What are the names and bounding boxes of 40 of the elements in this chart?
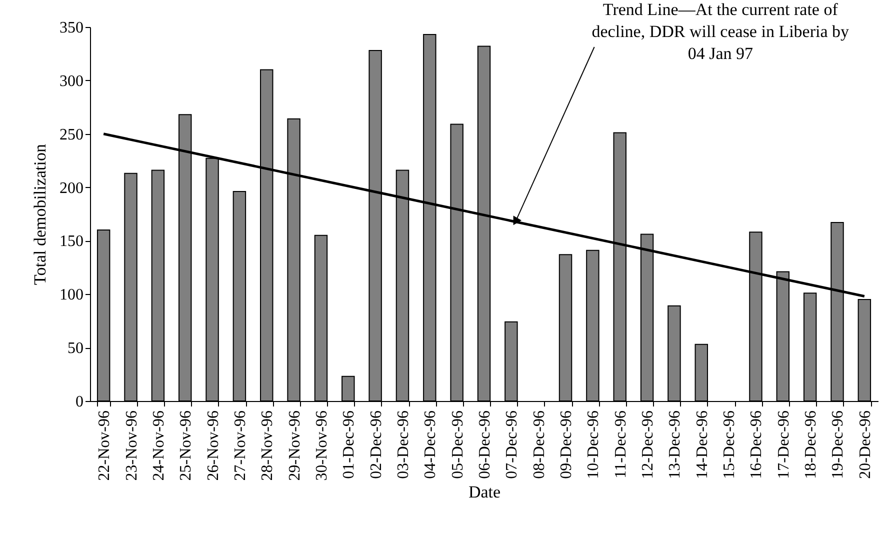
x-tick-label: 12-Dec-96 — [640, 410, 657, 479]
y-tick-label: 300 — [60, 72, 84, 90]
x-tick-label: 04-Dec-96 — [422, 410, 440, 479]
x-tick-label: 01-Dec-96 — [340, 410, 358, 479]
x-tick-label: 28-Nov-96 — [259, 410, 276, 481]
x-tick-label: 15-Dec-96 — [721, 410, 738, 479]
x-tick-label: 24-Nov-96 — [150, 410, 168, 481]
x-tick-label: 17-Dec-96 — [775, 410, 792, 479]
x-tick-label: 07-Dec-96 — [504, 410, 521, 479]
x-tick-label: 14-Dec-96 — [694, 410, 711, 479]
y-tick-label: 150 — [60, 233, 84, 250]
x-tick-label: 22-Nov-96 — [96, 410, 114, 481]
x-tick-label: 19-Dec-96 — [830, 410, 847, 479]
x-tick-label: 03-Dec-96 — [394, 410, 412, 479]
x-tick-label: 06-Dec-96 — [476, 410, 494, 479]
x-tick-label: 26-Nov-96 — [204, 410, 222, 481]
x-tick-label: 02-Dec-96 — [368, 410, 385, 479]
x-tick-label: 29-Nov-96 — [286, 410, 304, 481]
x-tick-label: 25-Nov-96 — [178, 410, 195, 481]
y-axis-title: Total demobilization — [30, 144, 50, 285]
x-tick-label: 05-Dec-96 — [449, 410, 466, 479]
x-tick-label: 27-Nov-96 — [232, 410, 249, 481]
x-tick-label: 20-Dec-96 — [856, 410, 874, 479]
annotation: Trend Line—At the current rate of decline, DDR will cease in Liberia by 04 Jan 97 — [592, 0, 850, 63]
x-tick-label: 18-Dec-96 — [802, 410, 820, 479]
x-tick-label: 10-Dec-96 — [585, 410, 602, 479]
x-tick-label: 13-Dec-96 — [666, 410, 684, 479]
y-tick-label: 0 — [76, 394, 84, 410]
y-tick-label: 50 — [68, 340, 84, 358]
x-axis-title: Date — [468, 482, 501, 502]
x-tick-label: 11-Dec-96 — [612, 410, 630, 478]
x-tick-label: 23-Nov-96 — [123, 410, 140, 481]
y-tick-label: 100 — [60, 286, 84, 304]
x-tick-label: 09-Dec-96 — [558, 410, 576, 479]
y-tick-label: 200 — [60, 180, 84, 197]
y-tick-label: 250 — [60, 126, 84, 144]
y-tick-label: 350 — [60, 20, 84, 36]
x-tick-label: 16-Dec-96 — [748, 410, 766, 479]
x-tick-label: 30-Nov-96 — [313, 410, 330, 481]
x-tick-label: 08-Dec-96 — [530, 410, 548, 479]
